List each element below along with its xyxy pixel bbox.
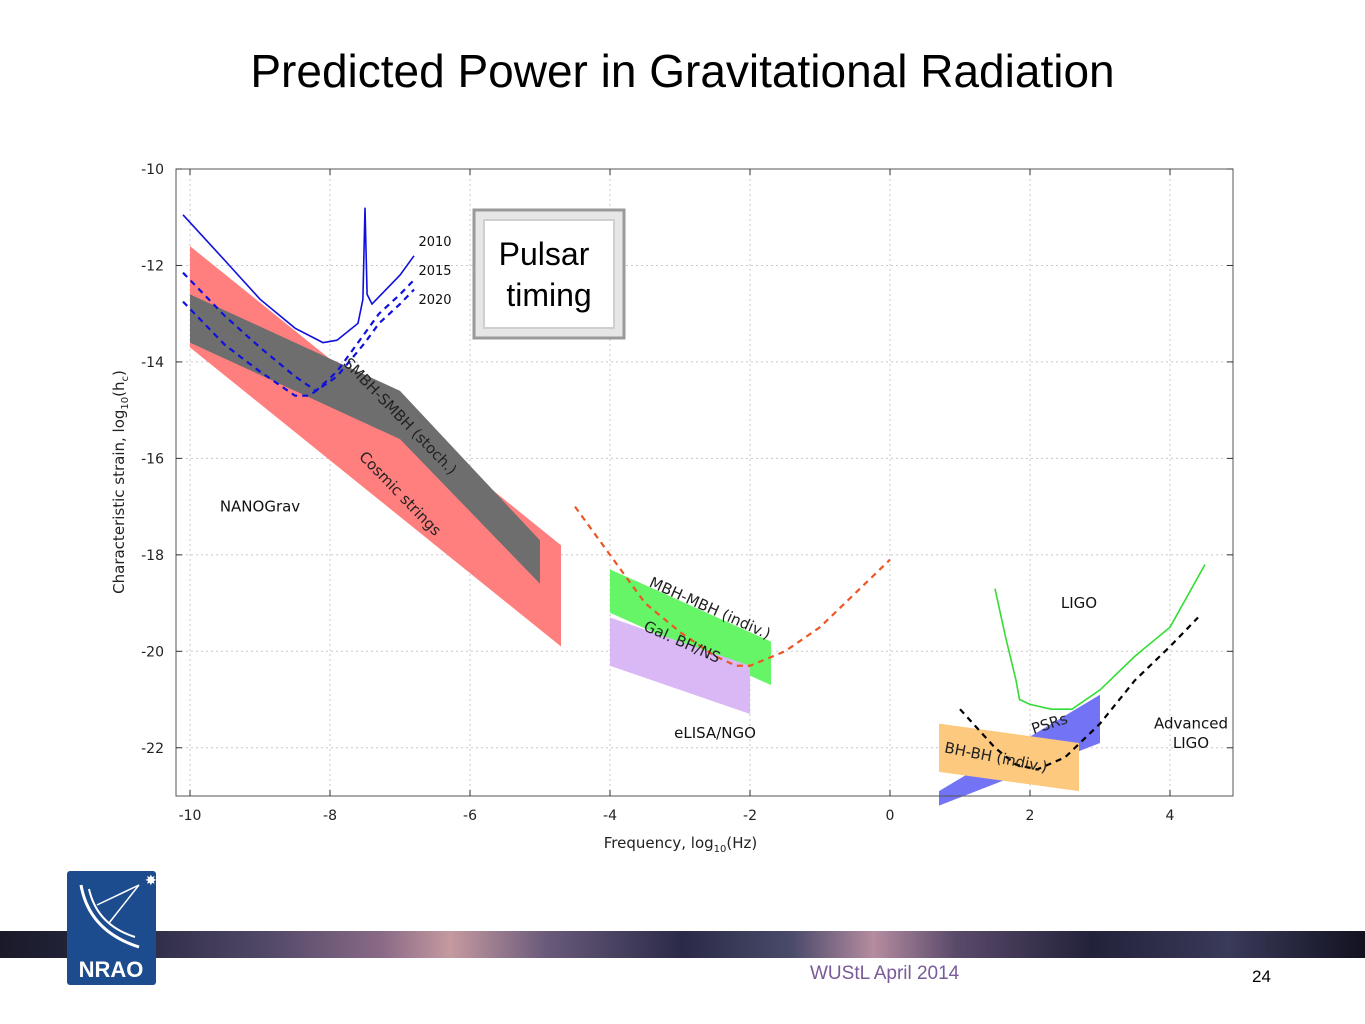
annotation-label: 2015 [418,264,451,279]
curve-ligo [994,564,1206,710]
plot-frame [175,168,1234,797]
nrao-logo: ✸ NRAO [67,871,157,985]
annotation-label: eLISA/NGO [674,724,756,742]
footer-text: WUStL April 2014 [810,963,960,984]
y-tick-label: -22 [141,741,164,757]
x-tick-label: -8 [323,808,337,824]
curve-advanced-ligo [959,616,1199,771]
x-axis-label: Frequency, log10(Hz) [604,834,758,855]
pulsar-timing-label: Pulsar [499,236,590,272]
curve-elisa-ngo [574,505,891,667]
y-tick-label: -16 [141,451,164,467]
y-tick-label: -18 [141,548,164,564]
pulsar-timing-label: timing [506,277,591,313]
x-tick-label: -10 [179,808,202,824]
annotation-label: LIGO [1173,734,1209,752]
plot-area [176,169,1233,796]
curve-nanograv-2020 [182,288,415,397]
x-tick-label: 4 [1166,808,1175,824]
logo-text: NRAO [79,957,144,982]
y-axis-label: Characteristic strain, log10(hc) [110,370,131,594]
x-tick-label: -4 [603,808,617,824]
footer-galaxy-band [0,931,1365,958]
band-smbh-smbh [190,294,540,584]
curve-nanograv-2010 [182,207,415,344]
x-tick-label: 2 [1026,808,1035,824]
strain-frequency-chart: -10 -8 -6 -4 -2 0 2 4-10-12-14-16-18-20-22Frequ… [110,162,1234,855]
band-mbh-mbh [610,569,771,686]
pulsar-timing-panel [483,219,615,329]
band-gal-bh-ns [610,617,750,715]
annotation-label: Advanced [1154,714,1228,732]
y-tick-label: -14 [141,355,164,371]
svg-text:✸: ✸ [145,873,156,889]
y-tick-label: -12 [141,258,164,274]
y-tick-label: -10 [141,162,164,178]
x-tick-label: -2 [743,808,757,824]
slide-title: Predicted Power in Gravitational Radiati… [250,45,1115,97]
annotation-label: 2010 [418,235,451,250]
page-number: 24 [1252,967,1271,986]
band-bh-bh [939,723,1079,792]
curve-nanograv-2015 [182,271,415,393]
annotation-label: NANOGrav [220,497,300,515]
x-tick-label: 0 [886,808,895,824]
y-tick-label: -20 [141,644,164,660]
annotation-label: LIGO [1061,594,1097,612]
x-tick-label: -6 [463,808,477,824]
annotation-label: 2020 [418,293,451,308]
radio-dish-icon: ✸ NRAO [79,873,157,982]
